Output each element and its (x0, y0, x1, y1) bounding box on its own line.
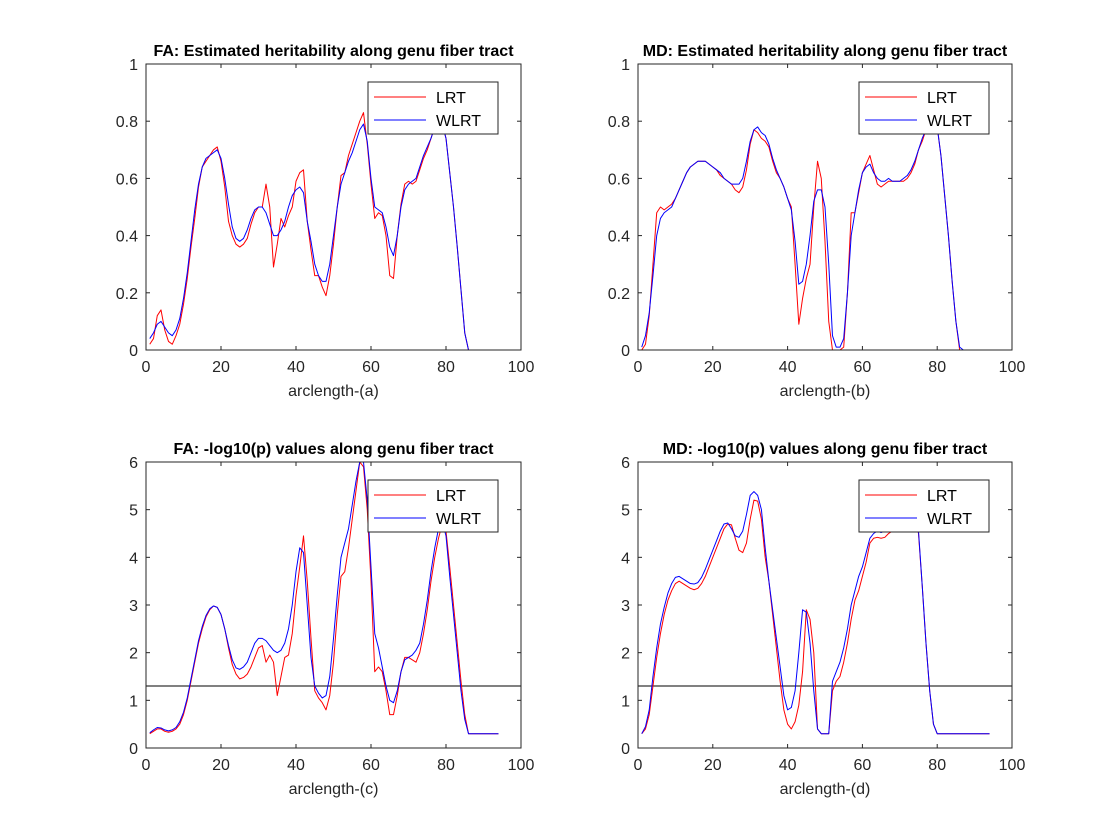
chart-panel-3: 0 20 40 60 80 100 0 1 2 3 4 5 6 FA: -log10(p) values … (129, 441, 534, 798)
x-tick-label: 0 (142, 757, 151, 774)
y-tick-label: 6 (129, 455, 138, 472)
x-axis-label: arclength-(c) (289, 781, 379, 798)
chart-panel-4: 0 20 40 60 80 100 0 1 2 3 4 5 6 MD: -log10(p) values … (621, 441, 1025, 798)
y-tick-label: 5 (621, 503, 630, 520)
legend-box (367, 81, 499, 135)
y-tick-label: 2 (621, 646, 630, 663)
y-tick-label: 4 (129, 550, 138, 567)
x-tick-label: 100 (508, 757, 535, 774)
legend: LRT WLRT (858, 479, 990, 533)
chart-title: MD: -log10(p) values along genu fiber tr… (663, 441, 988, 458)
legend-label-wlrt: WLRT (927, 113, 972, 130)
x-tick-label: 60 (854, 757, 872, 774)
legend: LRT WLRT (367, 479, 499, 533)
series-line-wlrt (641, 491, 990, 735)
x-axis-label: arclength-(b) (780, 383, 871, 400)
y-tick-label: 0.8 (608, 114, 630, 131)
y-tick-label: 1 (621, 693, 630, 710)
y-tick-label: 2 (129, 646, 138, 663)
x-axis-label: arclength-(a) (288, 383, 379, 400)
x-tick-label: 20 (704, 757, 722, 774)
x-tick-label: 0 (142, 359, 151, 376)
legend-box (858, 479, 990, 533)
y-tick-label: 0 (129, 741, 138, 758)
chart-title: FA: -log10(p) values along genu fiber tr… (173, 441, 494, 458)
y-tick-label: 5 (129, 503, 138, 520)
y-tick-label: 0.6 (116, 171, 138, 188)
axes-box (637, 63, 1013, 351)
y-tick-label: 3 (129, 598, 138, 615)
x-tick-label: 60 (362, 757, 380, 774)
legend-label-wlrt: WLRT (436, 113, 481, 130)
y-tick-label: 0.6 (608, 171, 630, 188)
y-tick-label: 3 (621, 598, 630, 615)
y-tick-label: 0 (621, 741, 630, 758)
x-tick-label: 60 (362, 359, 380, 376)
legend: LRT WLRT (367, 81, 499, 135)
x-tick-label: 80 (437, 757, 455, 774)
x-tick-label: 40 (779, 359, 797, 376)
y-tick-label: 1 (129, 693, 138, 710)
legend-box (858, 81, 990, 135)
chart-panel-2: 0 20 40 60 80 100 0 0.2 0.4 0.6 0.8 1 MD: Estimated … (608, 43, 1026, 400)
chart-title: FA: Estimated heritability along genu fi… (153, 43, 514, 60)
axes-box (145, 63, 522, 351)
y-tick-label: 0.8 (116, 114, 138, 131)
legend-label-wlrt: WLRT (436, 511, 481, 528)
y-tick-label: 1 (621, 57, 630, 74)
x-tick-label: 60 (854, 359, 872, 376)
y-tick-label: 0.4 (608, 229, 630, 246)
x-tick-label: 20 (212, 757, 230, 774)
y-tick-label: 6 (621, 455, 630, 472)
legend-label-lrt: LRT (436, 488, 466, 505)
x-tick-label: 100 (999, 757, 1026, 774)
x-tick-label: 80 (928, 757, 946, 774)
x-tick-label: 80 (928, 359, 946, 376)
chart-panel-1: 0 20 40 60 80 100 0 0.2 0.4 0.6 0.8 1 FA: Estimated … (116, 43, 535, 400)
series-group (638, 491, 1012, 735)
y-tick-label: 0.4 (116, 229, 138, 246)
y-tick-label: 4 (621, 550, 630, 567)
x-tick-label: 40 (287, 757, 305, 774)
x-tick-label: 40 (779, 757, 797, 774)
legend-label-wlrt: WLRT (927, 511, 972, 528)
x-tick-label: 100 (999, 359, 1026, 376)
y-tick-label: 1 (129, 57, 138, 74)
legend-label-lrt: LRT (436, 90, 466, 107)
x-tick-label: 80 (437, 359, 455, 376)
x-tick-label: 20 (212, 359, 230, 376)
legend: LRT WLRT (858, 81, 990, 135)
chart-title: MD: Estimated heritability along genu fi… (643, 43, 1008, 60)
y-tick-label: 0 (621, 343, 630, 360)
x-tick-label: 0 (634, 359, 643, 376)
y-tick-label: 0.2 (608, 286, 630, 303)
y-tick-label: 0.2 (116, 286, 138, 303)
y-tick-label: 0 (129, 343, 138, 360)
x-tick-label: 100 (508, 359, 535, 376)
legend-box (367, 479, 499, 533)
x-tick-label: 20 (704, 359, 722, 376)
x-tick-label: 0 (634, 757, 643, 774)
legend-label-lrt: LRT (927, 488, 957, 505)
x-axis-label: arclength-(d) (780, 781, 871, 798)
x-tick-label: 40 (287, 359, 305, 376)
legend-label-lrt: LRT (927, 90, 957, 107)
